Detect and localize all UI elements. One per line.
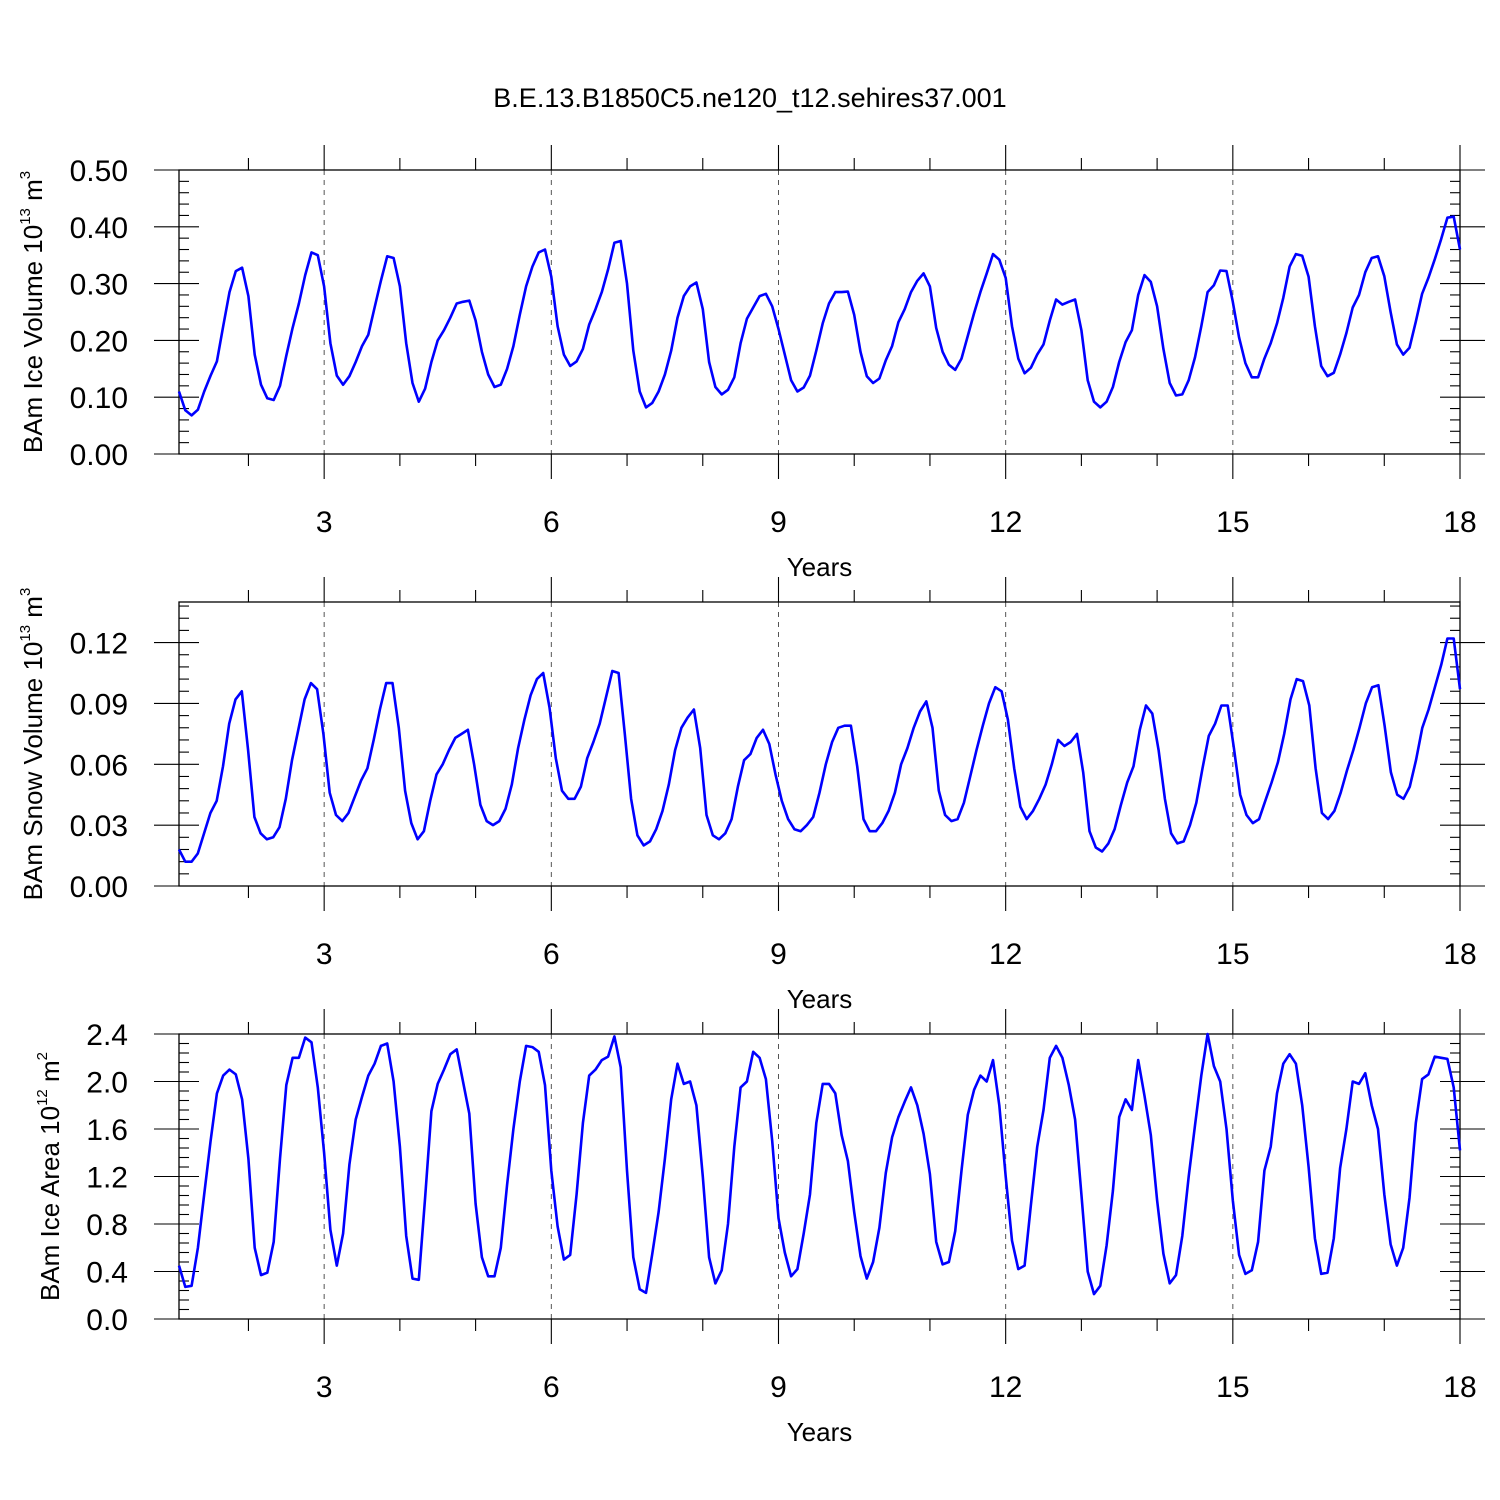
x-axis-label: Years bbox=[787, 984, 853, 1014]
ytick-label-0.00: 0.00 bbox=[70, 439, 128, 472]
panel-ice-volume: 3 6 9 12 15 18 0.00 0.10 0.20 0.30 0.40 0.50 Years BA… bbox=[17, 145, 1485, 582]
xtick-label-6: 6 bbox=[543, 938, 560, 971]
xtick-label-18: 18 bbox=[1443, 938, 1476, 971]
ytick-label-2.0: 2.0 bbox=[86, 1067, 128, 1100]
ytick-label-0.30: 0.30 bbox=[70, 269, 128, 302]
ytick-label-1.6: 1.6 bbox=[86, 1114, 128, 1147]
xtick-label-18: 18 bbox=[1443, 1371, 1476, 1404]
xtick-label-12: 12 bbox=[989, 506, 1022, 539]
ytick-label-0.06: 0.06 bbox=[70, 749, 128, 782]
xtick-label-9: 9 bbox=[770, 1371, 787, 1404]
y-axis-label: BAm Snow Volume 1013 m3 bbox=[17, 588, 48, 901]
xtick-label-9: 9 bbox=[770, 506, 787, 539]
xtick-label-3: 3 bbox=[316, 506, 333, 539]
xtick-label-15: 15 bbox=[1216, 1371, 1249, 1404]
panels: 3 6 9 12 15 18 0.00 0.10 0.20 0.30 0.40 0.50 Years BA… bbox=[17, 145, 1485, 1447]
chart-title: B.E.13.B1850C5.ne120_t12.sehires37.001 bbox=[493, 83, 1006, 113]
ytick-label-0.00: 0.00 bbox=[70, 871, 128, 904]
xtick-label-12: 12 bbox=[989, 1371, 1022, 1404]
ytick-label-1.2: 1.2 bbox=[86, 1162, 128, 1195]
ytick-label-0.12: 0.12 bbox=[70, 628, 128, 661]
ytick-label-0.8: 0.8 bbox=[86, 1209, 128, 1242]
ytick-label-0.0: 0.0 bbox=[86, 1304, 128, 1337]
y-axis-label: BAm Ice Volume 1013 m3 bbox=[17, 171, 48, 453]
xtick-label-12: 12 bbox=[989, 938, 1022, 971]
series-line-ice-area bbox=[177, 1032, 1462, 1296]
ytick-label-0.50: 0.50 bbox=[70, 155, 128, 188]
x-axis-label: Years bbox=[787, 552, 853, 582]
xtick-label-6: 6 bbox=[543, 506, 560, 539]
ytick-label-0.03: 0.03 bbox=[70, 810, 128, 843]
panel-ice-area: 3 6 9 12 15 18 0.0 0.4 0.8 1.2 1.6 2.0 2.4 Years BAm I… bbox=[34, 1009, 1485, 1447]
xtick-label-18: 18 bbox=[1443, 506, 1476, 539]
ytick-label-0.10: 0.10 bbox=[70, 382, 128, 415]
panel-snow-volume: 3 6 9 12 15 18 0.00 0.03 0.06 0.09 0.12 Years BAm Sn… bbox=[17, 577, 1485, 1014]
ytick-label-0.09: 0.09 bbox=[70, 688, 128, 721]
plot-frame bbox=[178, 169, 1461, 455]
ytick-label-2.4: 2.4 bbox=[86, 1019, 128, 1052]
xtick-label-6: 6 bbox=[543, 1371, 560, 1404]
xtick-label-9: 9 bbox=[770, 938, 787, 971]
xtick-label-3: 3 bbox=[316, 1371, 333, 1404]
series-line-snow-volume bbox=[177, 637, 1462, 864]
plot-frame bbox=[178, 1033, 1461, 1320]
series-line-ice-volume bbox=[177, 215, 1462, 417]
xtick-label-3: 3 bbox=[316, 938, 333, 971]
ytick-label-0.4: 0.4 bbox=[86, 1257, 128, 1290]
y-axis-label: BAm Ice Area 1012 m2 bbox=[34, 1052, 65, 1301]
x-axis-label: Years bbox=[787, 1417, 853, 1447]
xtick-label-15: 15 bbox=[1216, 938, 1249, 971]
ytick-label-0.20: 0.20 bbox=[70, 325, 128, 358]
ytick-label-0.40: 0.40 bbox=[70, 212, 128, 245]
plot-frame bbox=[178, 601, 1461, 887]
xtick-label-15: 15 bbox=[1216, 506, 1249, 539]
